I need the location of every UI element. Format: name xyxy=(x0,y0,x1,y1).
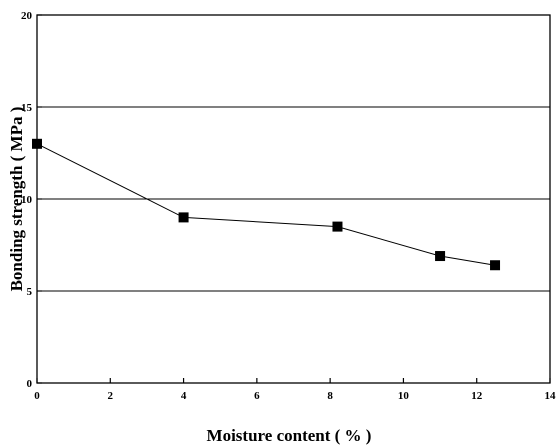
x-tick-label-4: 8 xyxy=(327,390,333,402)
x-tick-label-7: 14 xyxy=(545,390,557,402)
data-point-0-3 xyxy=(435,251,446,262)
data-point-0-0 xyxy=(32,138,42,149)
x-tick-label-2: 4 xyxy=(181,390,187,402)
y-tick-label-0: 0 xyxy=(27,378,33,390)
y-tick-label-1: 5 xyxy=(27,286,33,298)
x-axis-title: Moisture content ( % ) xyxy=(207,426,372,445)
x-tick-label-3: 6 xyxy=(254,390,260,402)
grid-lines xyxy=(37,106,550,292)
data-point-0-1 xyxy=(178,212,189,223)
y-axis-title: Bonding strength ( MPa ) xyxy=(7,107,26,292)
series-line-0 xyxy=(36,143,496,266)
data-point-0-2 xyxy=(332,221,343,232)
x-tick-label-1: 2 xyxy=(108,390,114,402)
x-tick-label-5: 10 xyxy=(398,390,410,402)
y-tick-label-2: 10 xyxy=(21,194,33,206)
y-tick-label-3: 15 xyxy=(21,102,33,114)
x-tick-label-0: 0 xyxy=(34,390,40,402)
data-point-0-4 xyxy=(490,260,501,271)
data-series xyxy=(32,138,501,271)
axis-ticks: 0 5 10 15 20 0 2 4 6 8 10 12 14 xyxy=(21,10,556,402)
y-tick-label-4: 20 xyxy=(21,10,33,22)
x-tick-label-6: 12 xyxy=(471,390,483,402)
